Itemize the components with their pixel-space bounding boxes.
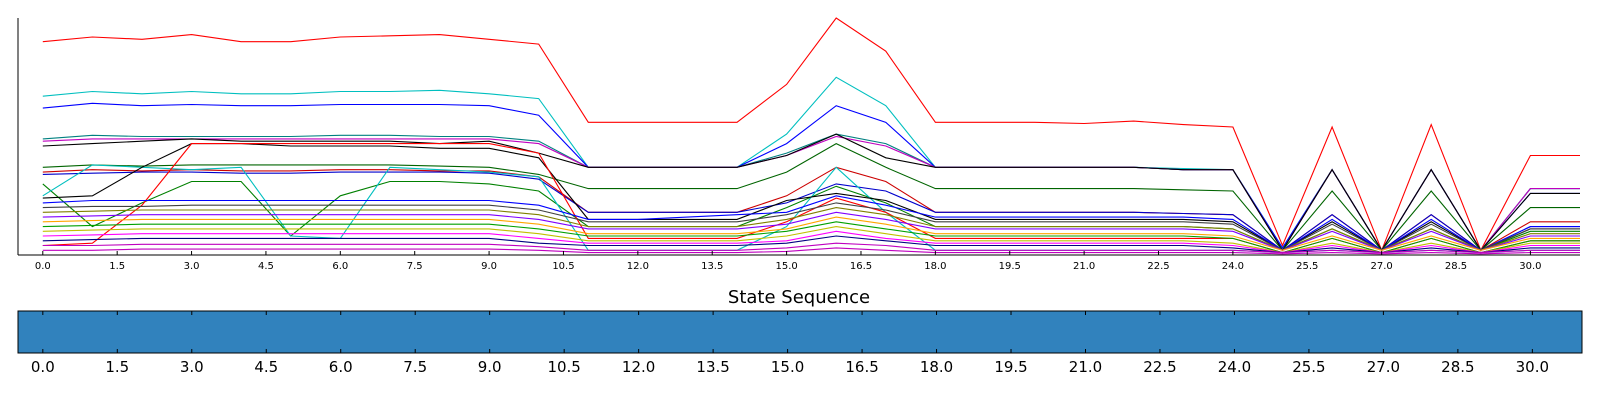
state-sequence-bar	[17, 310, 1583, 354]
x-tick-label: 12.0	[627, 261, 649, 272]
state-x-tick-label: 4.5	[254, 358, 278, 376]
series-line-19	[42, 226, 1580, 254]
x-tick-label: 6.0	[332, 261, 348, 272]
x-tick-label: 22.5	[1147, 261, 1169, 272]
x-tick-label: 18.0	[924, 261, 946, 272]
series-line-6	[42, 142, 1580, 252]
state-x-tick-label: 3.0	[180, 358, 204, 376]
x-tick-label: 3.0	[184, 261, 200, 272]
series-line-2	[42, 102, 1580, 252]
series-line-5	[42, 133, 1580, 252]
state-x-tick-label: 25.5	[1292, 358, 1325, 376]
x-tick-label: 28.5	[1445, 261, 1467, 272]
state-x-tick-label: 0.0	[31, 358, 55, 376]
series-group	[42, 17, 1580, 255]
state-sequence-title: State Sequence	[728, 287, 870, 308]
series-line-15	[42, 207, 1580, 251]
x-tick-label: 13.5	[701, 261, 723, 272]
state-x-tick-label: 15.0	[771, 358, 804, 376]
series-line-11	[42, 143, 1580, 251]
x-tick-label: 9.0	[481, 261, 497, 272]
x-tick-label: 7.5	[407, 261, 423, 272]
series-line-23	[42, 247, 1580, 255]
state-x-tick-label: 6.0	[329, 358, 353, 376]
state-x-tick-label: 22.5	[1143, 358, 1176, 376]
state-x-tick-label: 19.5	[994, 358, 1027, 376]
x-tick-label: 21.0	[1073, 261, 1095, 272]
x-tick-label: 15.0	[775, 261, 797, 272]
series-line-21	[42, 235, 1580, 254]
series-line-16	[42, 211, 1580, 251]
state-x-tick-label: 24.0	[1218, 358, 1251, 376]
series-line-13	[42, 195, 1580, 251]
x-tick-label: 30.0	[1519, 261, 1541, 272]
x-tick-label: 4.5	[258, 261, 274, 272]
series-line-8	[42, 171, 1580, 251]
state-sequence-chart: State Sequence 0.0 1.5 3.0 4.5 6.0 7.5 9.0 10.5…	[17, 287, 1583, 376]
x-tick-label: 10.5	[552, 261, 574, 272]
state-x-tick-label: 9.0	[478, 358, 502, 376]
series-line-22	[42, 242, 1580, 254]
x-tick-label: 0.0	[35, 261, 51, 272]
state-x-tick-label: 27.0	[1367, 358, 1400, 376]
series-line-0	[42, 17, 1580, 252]
x-tick-label: 1.5	[109, 261, 125, 272]
state-x-tick-label: 16.5	[845, 358, 878, 376]
state-x-tick-label: 30.0	[1516, 358, 1549, 376]
line-chart: 0.0 1.5 3.0 4.5 6.0 7.5 9.0 10.5 12.0 13.5 15.0 16.…	[17, 17, 1580, 272]
state-x-tick-label: 10.5	[547, 358, 580, 376]
state-x-tick-label: 28.5	[1441, 358, 1474, 376]
x-tick-label: 19.5	[999, 261, 1021, 272]
series-line-18	[42, 221, 1580, 254]
x-ticks-top: 0.0 1.5 3.0 4.5 6.0 7.5 9.0 10.5 12.0 13.5 15.0 16.…	[35, 251, 1542, 272]
series-line-17	[42, 216, 1580, 251]
x-tick-label: 25.5	[1296, 261, 1318, 272]
state-x-tick-label: 13.5	[696, 358, 729, 376]
state-x-tick-label: 18.0	[920, 358, 953, 376]
state-x-tick-label: 7.5	[403, 358, 427, 376]
state-x-tick-label: 1.5	[105, 358, 129, 376]
series-line-20	[42, 230, 1580, 254]
x-tick-label: 16.5	[850, 261, 872, 272]
x-ticks-bottom: 0.0 1.5 3.0 4.5 6.0 7.5 9.0 10.5 12.0 13.5 15.0 16.…	[31, 311, 1549, 376]
x-tick-label: 24.0	[1222, 261, 1244, 272]
series-line-14	[42, 202, 1580, 251]
state-x-tick-label: 12.0	[622, 358, 655, 376]
x-tick-label: 27.0	[1371, 261, 1393, 272]
state-x-tick-label: 21.0	[1069, 358, 1102, 376]
